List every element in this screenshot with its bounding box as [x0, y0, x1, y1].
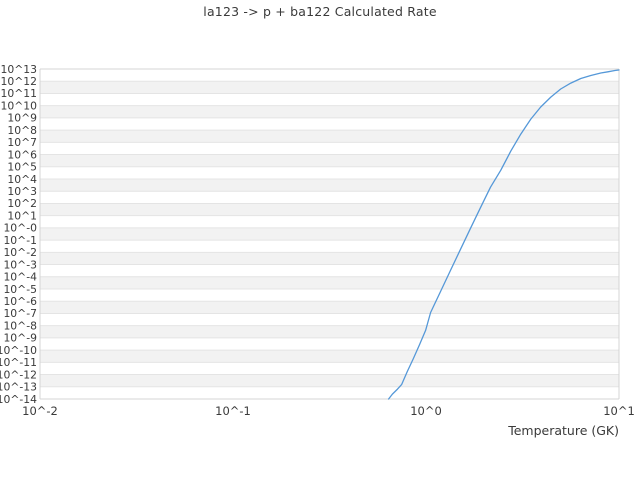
y-tick-label: 10^7 — [7, 136, 37, 149]
y-tick-label: 10^-11 — [0, 356, 37, 369]
y-tick-label: 10^-1 — [3, 234, 37, 247]
rate-curve — [387, 69, 620, 400]
x-tick-label: 10^-1 — [215, 404, 251, 418]
grid-band — [40, 252, 619, 265]
y-tick-label: 10^-13 — [0, 381, 37, 394]
grid-band — [40, 130, 619, 143]
grid-band — [40, 203, 619, 216]
y-tick-label: 10^11 — [0, 87, 37, 100]
y-tick-label: 10^10 — [0, 99, 37, 112]
grid-band — [40, 374, 619, 387]
y-tick-label: 10^-10 — [0, 344, 37, 357]
y-tick-label: 10^-12 — [0, 368, 37, 381]
y-tick-label: 10^-8 — [3, 319, 37, 332]
x-tick-label: 10^-2 — [22, 404, 58, 418]
y-tick-label: 10^13 — [0, 63, 37, 76]
grid-band — [40, 325, 619, 338]
grid-band — [40, 227, 619, 241]
y-tick-label: 10^-4 — [3, 271, 37, 284]
y-tick-label: 10^12 — [0, 75, 37, 88]
y-tick-label: 10^8 — [7, 124, 37, 137]
y-tick-label: 10^-14 — [0, 393, 37, 406]
grid-band — [40, 81, 619, 94]
y-tick-label: 10^-7 — [3, 307, 37, 320]
y-tick-label: 10^4 — [7, 173, 37, 186]
y-tick-label: 10^-0 — [3, 222, 37, 235]
y-tick-label: 10^2 — [7, 197, 37, 210]
y-tick-label: 10^3 — [7, 185, 37, 198]
y-tick-label: 10^-2 — [3, 246, 37, 259]
grid-band — [40, 350, 619, 363]
y-tick-label: 10^9 — [7, 112, 37, 125]
grid-band — [40, 179, 619, 192]
y-tick-label: 10^-3 — [3, 258, 37, 271]
y-tick-label: 10^1 — [7, 209, 37, 222]
grid-band — [40, 154, 619, 167]
chart-title: la123 -> p + ba122 Calculated Rate — [203, 4, 437, 19]
y-tick-label: 10^-6 — [3, 295, 37, 308]
x-tick-label: 10^1 — [603, 404, 635, 418]
x-axis-label: Temperature (GK) — [507, 423, 619, 438]
y-tick-label: 10^6 — [7, 148, 37, 161]
grid-band — [40, 105, 619, 118]
x-tick-label: 10^0 — [410, 404, 442, 418]
grid-band — [40, 276, 619, 289]
y-tick-label: 10^-5 — [3, 283, 37, 296]
grid-band — [40, 301, 619, 314]
y-tick-label: 10^-9 — [3, 332, 37, 345]
y-tick-label: 10^5 — [7, 161, 37, 174]
